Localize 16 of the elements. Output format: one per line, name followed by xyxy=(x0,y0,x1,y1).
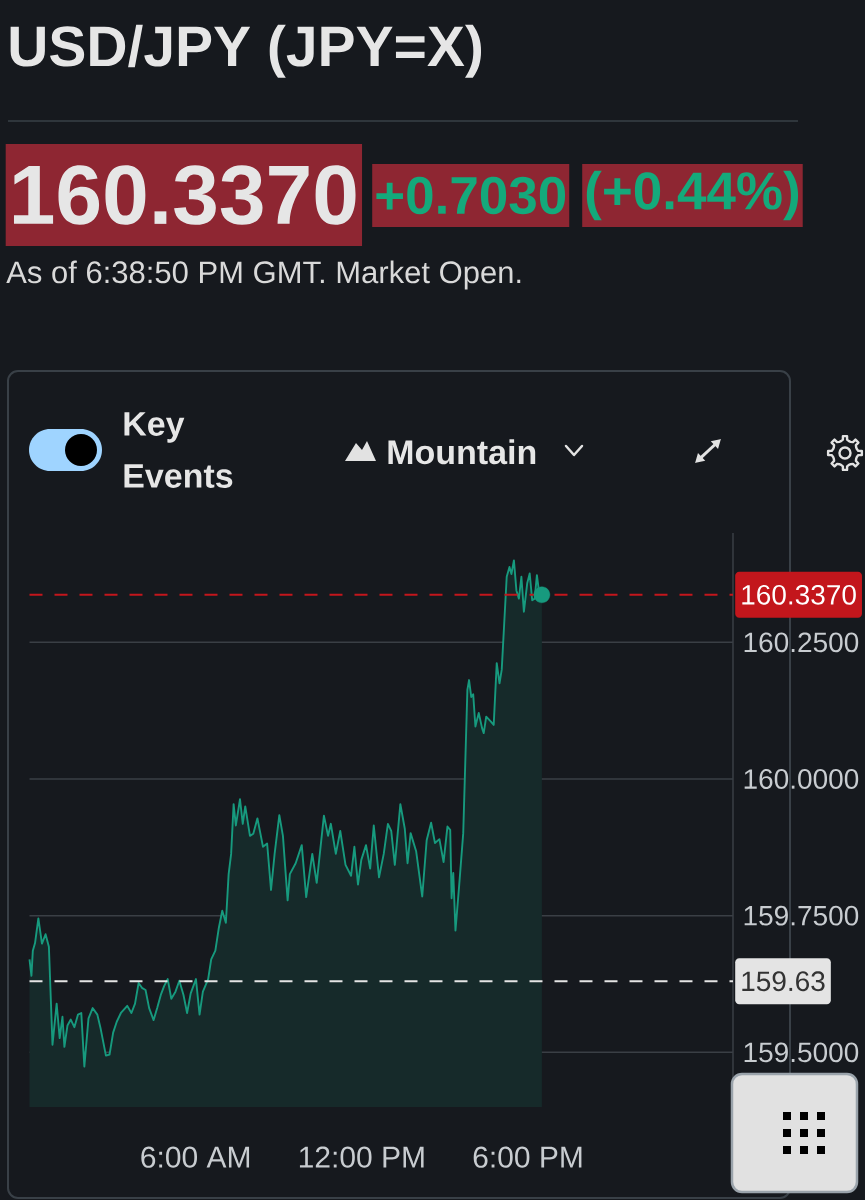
y-tick-label: 160.0000 xyxy=(744,769,859,789)
text: +0.7030 xyxy=(376,176,566,215)
chart-subtitle: As of 6:38:50 PM GMT. Market Open. xyxy=(6,260,521,290)
text: (+0.44%) xyxy=(586,170,799,221)
y-tick-label: 159.5000 xyxy=(744,1042,859,1063)
text: 160.3370 xyxy=(13,165,356,225)
x-tick-label: 6:00 AM xyxy=(141,1146,250,1168)
x-tick-label: 6:00 PM xyxy=(473,1146,582,1168)
chart-title: USD/JPY (JPY=X) xyxy=(10,24,482,78)
ref-line-label: 159.63 xyxy=(742,971,825,992)
ref-line-label: 160.3370 xyxy=(742,584,856,605)
y-tick-label: 159.7500 xyxy=(744,905,859,926)
y-tick-label: 160.2500 xyxy=(744,632,859,653)
text: Mountain xyxy=(388,439,536,465)
text: Key Events xyxy=(124,412,233,488)
x-tick-label: 12:00 PM xyxy=(299,1146,424,1168)
